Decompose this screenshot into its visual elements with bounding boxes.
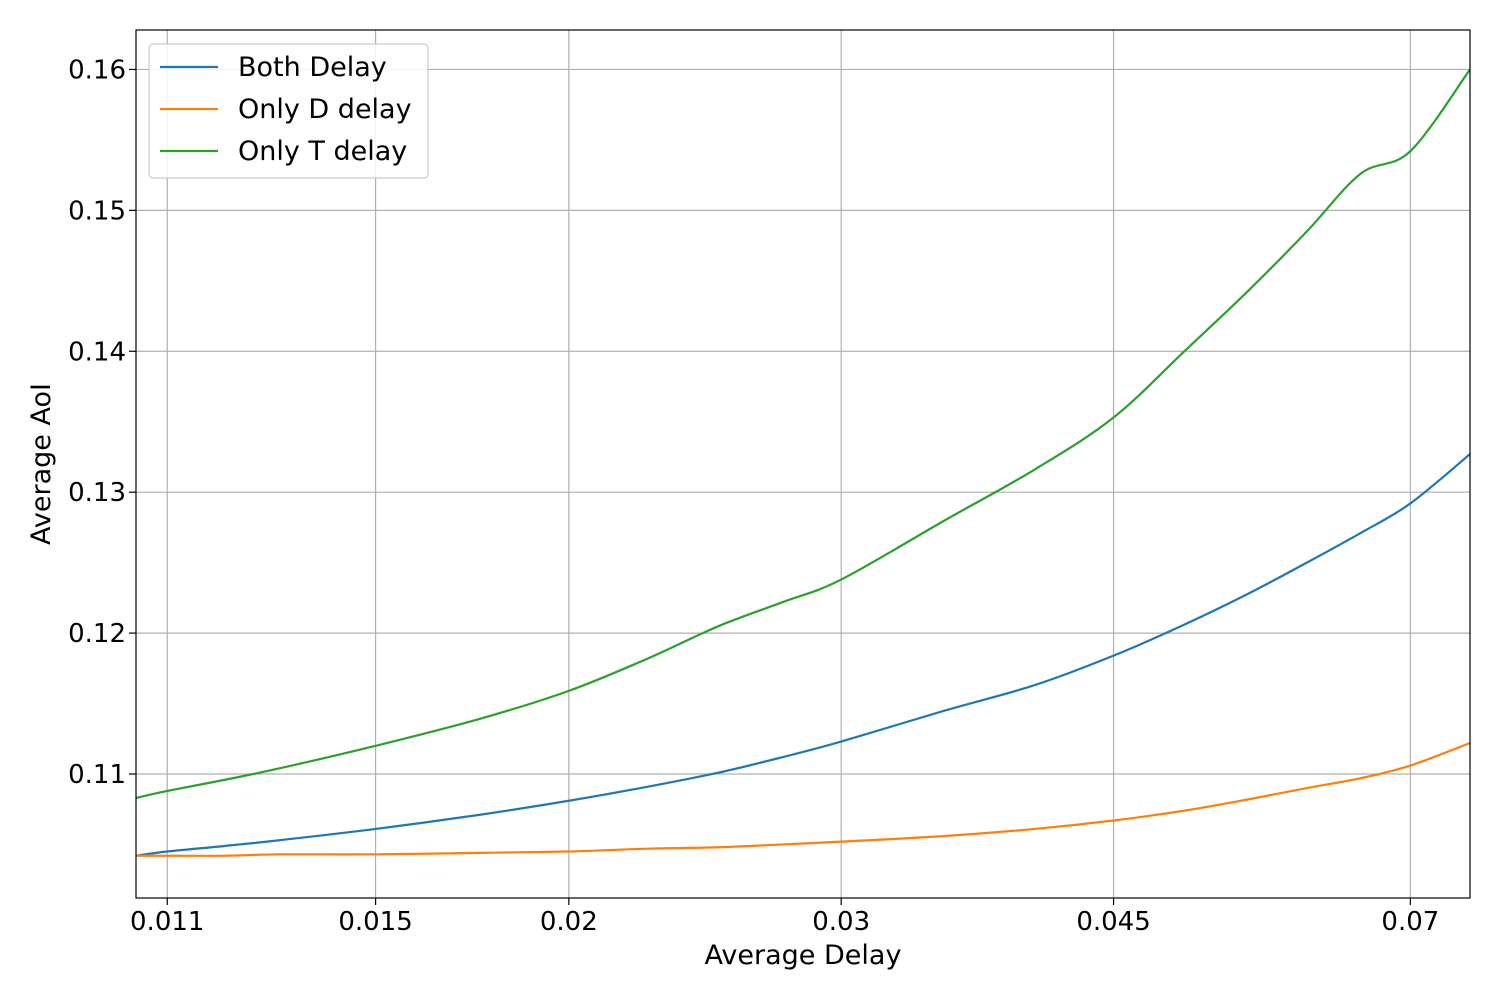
legend-label: Only D delay — [238, 94, 412, 125]
series-line-2 — [135, 68, 1471, 800]
x-tick-label: 0.011 — [130, 907, 204, 937]
y-tick-label: 0.14 — [68, 337, 126, 367]
y-tick-label: 0.12 — [68, 619, 126, 649]
legend: Both Delay Only D delay Only T delay — [148, 43, 429, 179]
legend-box — [148, 43, 429, 179]
series-line-1 — [135, 741, 1471, 857]
x-tick-label: 0.07 — [1381, 907, 1439, 937]
y-axis-label: Average AoI — [26, 383, 57, 545]
x-axis-label: Average Delay — [705, 940, 902, 971]
x-tick-label: 0.02 — [540, 907, 598, 937]
y-tick-label: 0.11 — [68, 760, 126, 790]
y-ticks: 0.11 0.12 0.13 0.14 0.15 0.16 — [68, 55, 136, 790]
grid — [136, 30, 1470, 898]
x-tick-label: 0.015 — [338, 907, 412, 937]
y-tick-label: 0.15 — [68, 196, 126, 226]
series-group — [135, 68, 1471, 857]
y-tick-label: 0.13 — [68, 478, 126, 508]
y-tick-label: 0.16 — [68, 55, 126, 85]
legend-label: Only T delay — [238, 136, 407, 167]
x-tick-label: 0.03 — [812, 907, 870, 937]
legend-label: Both Delay — [238, 52, 387, 83]
x-ticks: 0.011 0.015 0.02 0.03 0.045 0.07 — [130, 898, 1439, 937]
series-line-0 — [135, 453, 1471, 857]
x-tick-label: 0.045 — [1076, 907, 1150, 937]
plot-frame — [135, 29, 1471, 899]
